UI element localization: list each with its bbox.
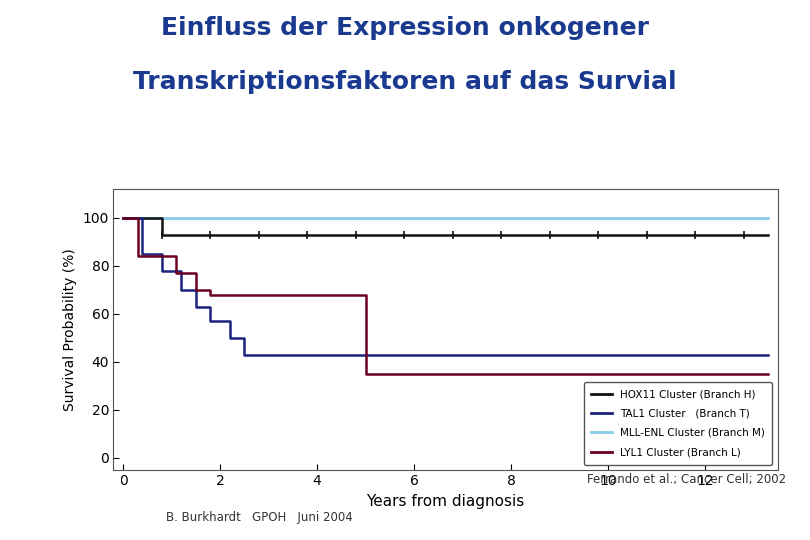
X-axis label: Years from diagnosis: Years from diagnosis — [366, 494, 525, 509]
Y-axis label: Survival Probability (%): Survival Probability (%) — [63, 248, 77, 411]
Text: Transkriptionsfaktoren auf das Survial: Transkriptionsfaktoren auf das Survial — [133, 70, 677, 94]
Text: Einfluss der Expression onkogener: Einfluss der Expression onkogener — [161, 16, 649, 40]
Legend: HOX11 Cluster (Branch H), TAL1 Cluster   (Branch T), MLL-ENL Cluster (Branch M),: HOX11 Cluster (Branch H), TAL1 Cluster (… — [584, 382, 773, 464]
Text: Ferrando et al.; Cancer Cell; 2002: Ferrando et al.; Cancer Cell; 2002 — [586, 473, 786, 486]
Text: B. Burkhardt   GPOH   Juni 2004: B. Burkhardt GPOH Juni 2004 — [166, 511, 352, 524]
